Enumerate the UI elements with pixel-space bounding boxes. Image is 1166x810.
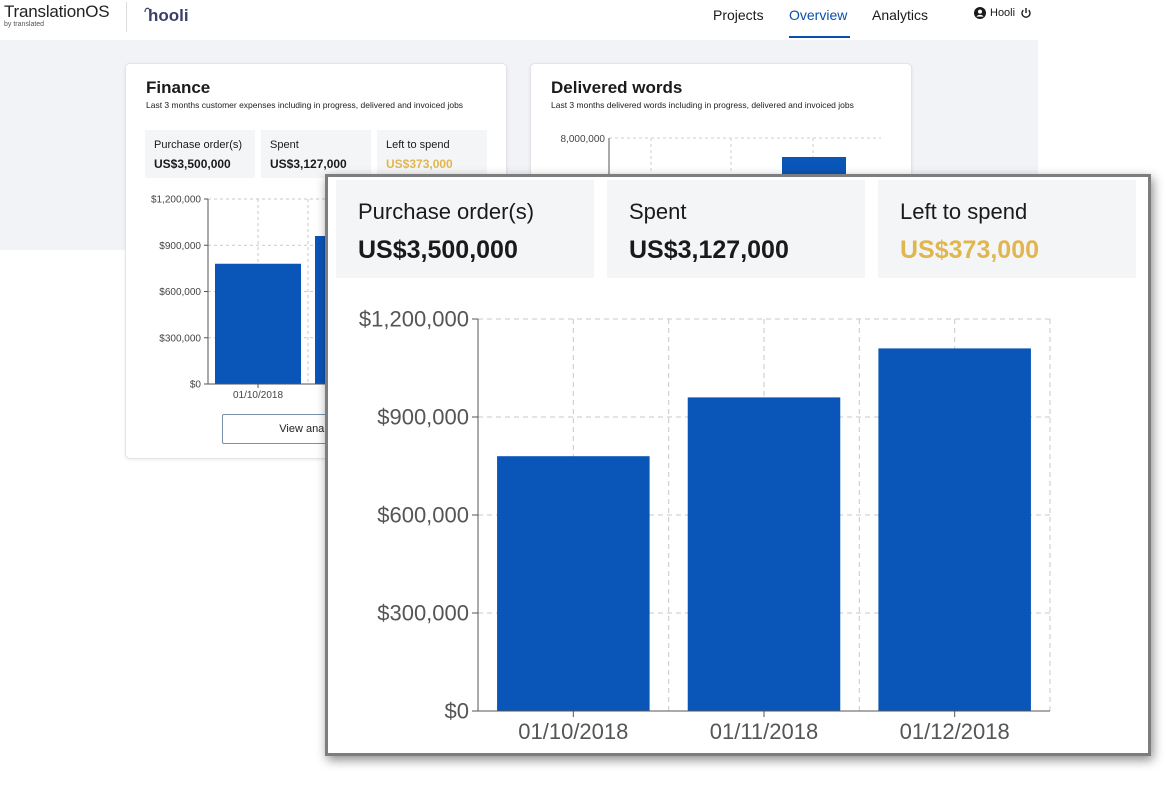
user-menu[interactable]: Hooli <box>974 7 1015 19</box>
zoom-kpi-spent: Spent US$3,127,000 <box>607 180 865 278</box>
bar-01-12-2018 <box>878 348 1031 711</box>
nav-active-indicator <box>789 36 850 38</box>
user-icon <box>974 7 986 19</box>
y-tick-label: $0 <box>190 380 202 391</box>
top-navigation-bar: TranslationOS by translated hooli Projec… <box>0 0 1038 40</box>
kpi-value: US$3,127,000 <box>270 157 347 171</box>
kpi-label: Purchase order(s) <box>154 139 243 151</box>
nav-overview[interactable]: Overview <box>789 7 848 23</box>
kpi-value: US$373,000 <box>386 157 453 171</box>
kpi-value: US$3,500,000 <box>154 157 231 171</box>
kpi-label: Purchase order(s) <box>358 199 535 224</box>
app-logo-text[interactable]: TranslationOS <box>4 2 110 21</box>
finance-title: Finance <box>146 78 211 97</box>
delivered-subtitle: Last 3 months delivered words including … <box>551 100 854 110</box>
kpi-value: US$373,000 <box>900 236 1040 264</box>
y-tick-label: $1,200,000 <box>359 307 469 332</box>
user-name: Hooli <box>990 7 1016 19</box>
x-tick-label: 01/11/2018 <box>710 719 818 744</box>
kpi-label: Spent <box>270 139 299 151</box>
bar-01-11-2018 <box>687 397 841 711</box>
client-logo: hooli <box>144 6 189 25</box>
kpi-label: Left to spend <box>900 199 1028 224</box>
y-tick-label: $900,000 <box>377 405 469 430</box>
x-tick-label: 01/12/2018 <box>900 719 1010 744</box>
zoomed-finance-panel: Purchase order(s) US$3,500,000 Spent US$… <box>325 174 1151 756</box>
y-tick-label: $600,000 <box>377 503 469 528</box>
y-tick-label: $300,000 <box>159 333 201 344</box>
y-tick-label: $0 <box>445 699 469 724</box>
app-logo-subtitle: by translated <box>4 21 45 28</box>
y-tick-label: $1,200,000 <box>151 195 201 206</box>
finance-bar-chart-zoomed: $0 $300,000 $600,000 $900,000 $1,200,000 01/1… <box>359 307 1051 744</box>
delivered-y-tick-label: 8,000,000 <box>561 134 606 145</box>
kpi-label: Left to spend <box>386 139 450 151</box>
y-tick-label: $600,000 <box>159 287 201 298</box>
finance-subtitle: Last 3 months customer expenses includin… <box>146 100 464 110</box>
x-tick-label: 01/10/2018 <box>233 390 283 401</box>
power-icon[interactable] <box>1020 7 1032 19</box>
zoom-kpi-purchase-orders: Purchase order(s) US$3,500,000 <box>336 180 594 278</box>
nav-projects[interactable]: Projects <box>713 7 764 23</box>
x-tick-label: 01/10/2018 <box>518 719 628 744</box>
kpi-label: Spent <box>629 199 687 224</box>
nav-analytics[interactable]: Analytics <box>872 7 929 23</box>
bar-01-10-2018 <box>497 456 650 711</box>
y-tick-label: $900,000 <box>159 241 201 252</box>
brand-divider <box>126 2 127 32</box>
kpi-spent: Spent US$3,127,000 <box>261 130 371 178</box>
client-logo-text: hooli <box>148 6 189 25</box>
kpi-left-to-spend: Left to spend US$373,000 <box>377 130 487 178</box>
zoom-kpi-left-to-spend: Left to spend US$373,000 <box>878 180 1136 278</box>
kpi-value: US$3,500,000 <box>358 236 518 264</box>
delivered-title: Delivered words <box>551 78 683 97</box>
bar-01-10-2018 <box>215 263 301 384</box>
y-tick-label: $300,000 <box>377 601 469 626</box>
kpi-value: US$3,127,000 <box>629 236 789 264</box>
kpi-purchase-orders: Purchase order(s) US$3,500,000 <box>145 130 255 178</box>
